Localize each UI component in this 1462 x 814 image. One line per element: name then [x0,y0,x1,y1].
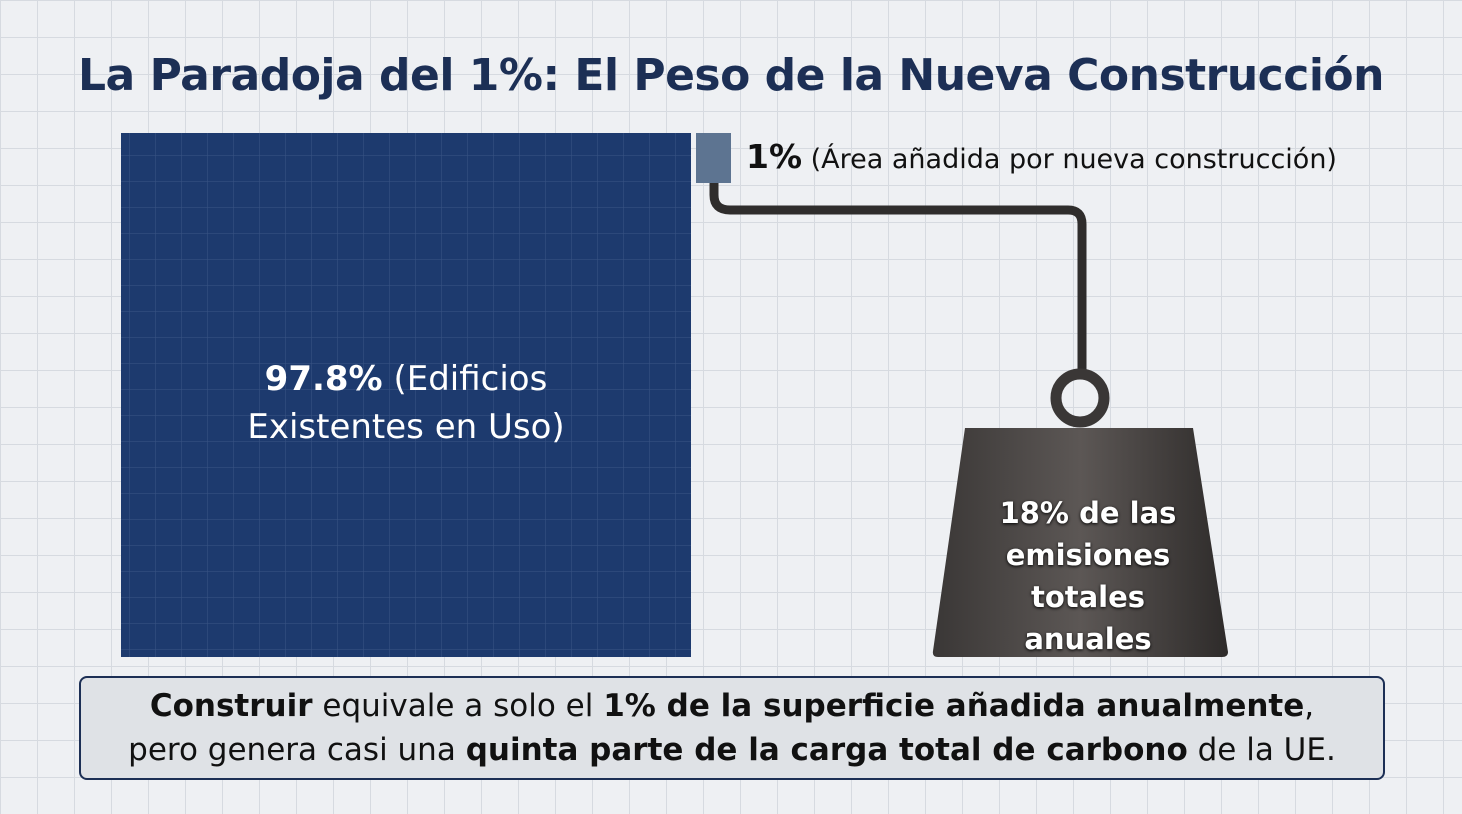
weight-value: 18% [999,496,1069,530]
new-square [696,133,731,183]
caption-segment: , pero genera casi una [128,688,1324,768]
caption-segment: de la UE. [1187,732,1336,768]
ring [1050,368,1110,428]
new-value: 1% [746,137,803,176]
caption-segment: Construir [149,688,313,724]
hook [709,183,1087,372]
title: La Paradoja del 1%: El Peso de la Nueva … [78,50,1384,101]
square-grid [121,133,691,657]
weight-text: de las emisiones totales anuales [1005,496,1177,656]
caption: Construir equivale a solo el 1% de la su… [79,676,1385,780]
existing-value: 97.8% [264,359,383,399]
weight-label: 18% de las emisiones totales anuales [963,492,1213,660]
weight [932,428,1228,657]
caption-text: Construir equivale a solo el 1% de la su… [121,684,1343,772]
caption-segment: quinta parte de la carga total de carbon… [465,732,1188,768]
new-text: (Área añadida por nueva construcción) [810,144,1337,175]
new-label: 1% (Área añadida por nueva construcción) [746,137,1337,176]
existing-text: (Edificios Existentes en Uso) [247,359,565,447]
existing-label: 97.8% (Edificios Existentes en Uso) [121,355,691,451]
caption-segment: equivale a solo el [312,688,604,724]
caption-segment: 1% de la superficie añadida anualmente [603,688,1305,724]
